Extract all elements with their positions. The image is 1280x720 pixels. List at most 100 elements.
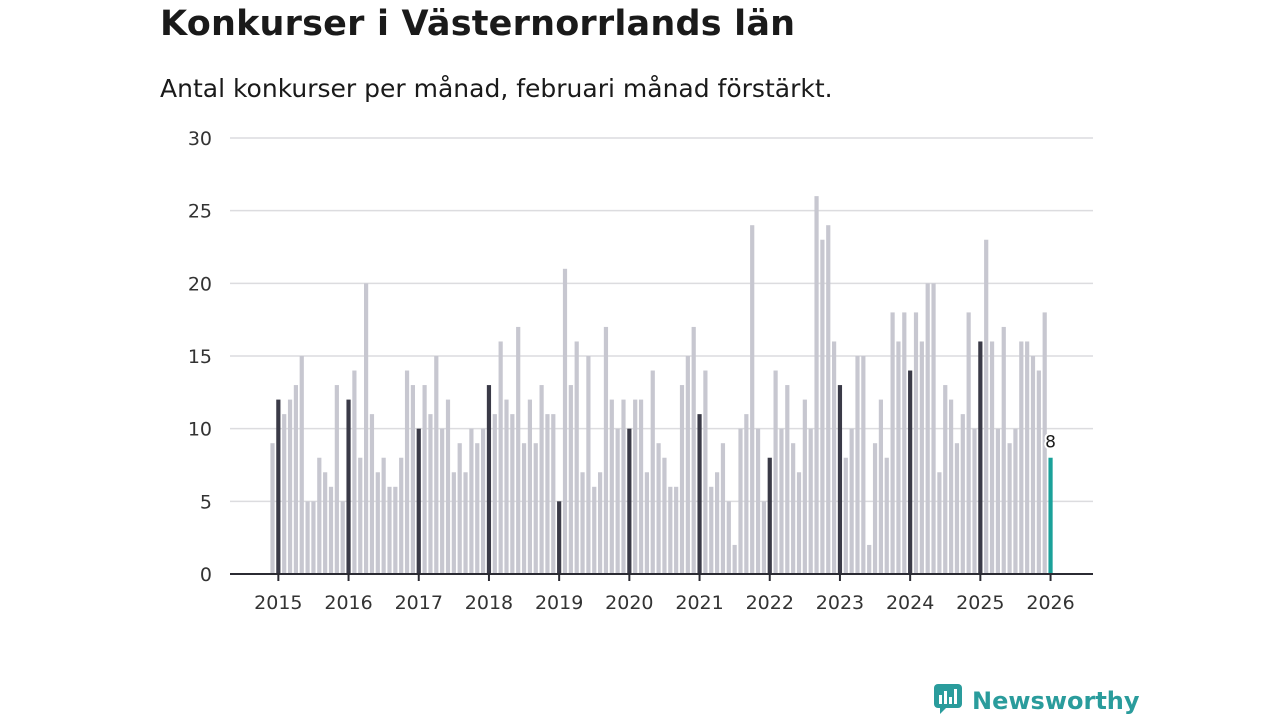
y-tick-label: 10 bbox=[188, 419, 212, 441]
bar bbox=[662, 457, 667, 574]
bar bbox=[603, 326, 609, 574]
bar bbox=[1007, 443, 1012, 574]
bar bbox=[440, 428, 445, 574]
bar bbox=[861, 356, 866, 574]
latest-value-label: 8 bbox=[1045, 433, 1056, 453]
bar bbox=[855, 356, 860, 574]
bar bbox=[469, 428, 474, 574]
bar bbox=[744, 414, 749, 574]
bar bbox=[796, 472, 802, 574]
bar bbox=[451, 472, 456, 574]
bar bbox=[726, 501, 731, 574]
bar bbox=[492, 414, 497, 574]
bar bbox=[849, 428, 854, 574]
bar bbox=[1001, 326, 1006, 574]
bar bbox=[931, 283, 936, 574]
bar bbox=[668, 486, 673, 574]
bar bbox=[814, 196, 819, 574]
y-tick-label: 15 bbox=[188, 346, 212, 368]
bar bbox=[720, 443, 726, 574]
bar bbox=[498, 341, 503, 574]
bar bbox=[428, 414, 433, 574]
bar bbox=[732, 544, 737, 574]
newsworthy-logo: Newsworthy bbox=[932, 682, 1140, 720]
bar bbox=[656, 443, 661, 574]
bar bbox=[287, 399, 293, 574]
bars bbox=[270, 196, 1053, 575]
bar bbox=[410, 385, 415, 574]
bar bbox=[755, 428, 761, 574]
bar bbox=[761, 501, 766, 574]
x-tick-label: 2025 bbox=[956, 592, 1004, 614]
x-tick-label: 2023 bbox=[816, 592, 864, 614]
bar bbox=[463, 472, 468, 574]
bar bbox=[633, 399, 638, 574]
bar bbox=[638, 399, 644, 574]
brand-name: Newsworthy bbox=[972, 687, 1140, 715]
x-tick-label: 2018 bbox=[465, 592, 513, 614]
bar bbox=[925, 283, 930, 574]
bar bbox=[773, 370, 778, 574]
bar bbox=[843, 457, 848, 574]
bar bbox=[404, 370, 410, 574]
bar bbox=[896, 341, 901, 574]
bar bbox=[679, 385, 685, 574]
bar bbox=[369, 414, 375, 574]
bar bbox=[832, 341, 837, 574]
bar bbox=[767, 457, 772, 574]
bar bbox=[311, 501, 316, 574]
bar bbox=[966, 312, 971, 574]
bar bbox=[364, 283, 369, 574]
bar bbox=[1042, 312, 1047, 574]
bar bbox=[568, 385, 573, 574]
bar bbox=[551, 414, 556, 574]
bar bbox=[557, 501, 562, 574]
x-tick-label: 2020 bbox=[605, 592, 653, 614]
x-tick-label: 2026 bbox=[1026, 592, 1074, 614]
bar bbox=[521, 443, 527, 574]
bar bbox=[486, 385, 492, 574]
bar bbox=[820, 239, 825, 575]
bar bbox=[902, 312, 907, 574]
bar bbox=[621, 399, 626, 574]
bar bbox=[352, 370, 357, 574]
y-tick-label: 5 bbox=[200, 491, 212, 513]
bar bbox=[937, 472, 942, 574]
bar bbox=[358, 457, 363, 574]
bar bbox=[1030, 356, 1036, 574]
x-tick-label: 2021 bbox=[675, 592, 723, 614]
bar bbox=[340, 501, 345, 574]
y-tick-label: 30 bbox=[188, 128, 212, 150]
bar bbox=[995, 428, 1000, 574]
bar bbox=[908, 370, 913, 574]
bar bbox=[837, 385, 843, 574]
bar bbox=[884, 457, 889, 574]
bar bbox=[738, 428, 743, 574]
x-tick-label: 2017 bbox=[395, 592, 443, 614]
bar bbox=[615, 428, 620, 574]
bar bbox=[317, 457, 322, 574]
bar bbox=[644, 472, 649, 574]
bar bbox=[960, 414, 965, 574]
bar bbox=[305, 501, 310, 574]
bar bbox=[592, 486, 597, 574]
x-tick-label: 2019 bbox=[535, 592, 583, 614]
bar bbox=[387, 486, 392, 574]
bar bbox=[293, 385, 298, 574]
bar bbox=[422, 385, 427, 574]
bar bbox=[802, 399, 807, 574]
bar bbox=[791, 443, 796, 574]
chart-title: Konkurser i Västernorrlands län bbox=[160, 4, 796, 44]
bar bbox=[826, 225, 831, 574]
bar bbox=[943, 385, 948, 574]
bar bbox=[527, 399, 532, 574]
bar bbox=[545, 414, 550, 574]
bar bbox=[562, 268, 568, 574]
bar bbox=[580, 472, 585, 574]
bar bbox=[328, 486, 334, 574]
bar bbox=[399, 457, 404, 574]
bar bbox=[878, 399, 883, 574]
bar bbox=[949, 399, 954, 574]
x-tick-label: 2015 bbox=[254, 592, 302, 614]
bar bbox=[919, 341, 924, 574]
